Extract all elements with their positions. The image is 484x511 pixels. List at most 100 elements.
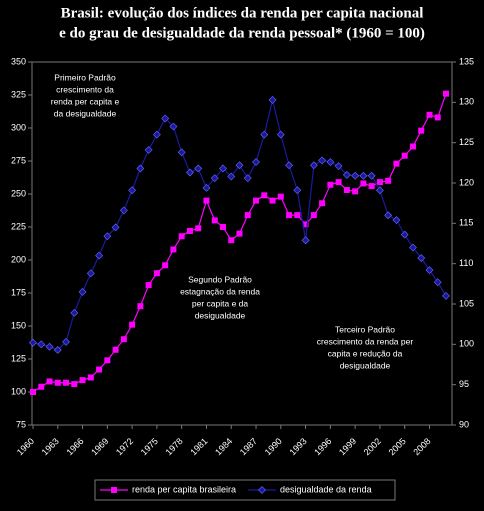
- point: [37, 340, 46, 349]
- point: [244, 212, 251, 219]
- point: [252, 158, 260, 166]
- y-tick-label: 200: [11, 254, 26, 264]
- point: [367, 171, 376, 180]
- point: [103, 232, 112, 241]
- point: [301, 236, 310, 245]
- annotation: desigualdade: [340, 360, 391, 370]
- point: [161, 114, 170, 123]
- plot-frame: [31, 61, 453, 426]
- point: [352, 188, 359, 195]
- point: [327, 181, 334, 188]
- point: [170, 246, 177, 253]
- point: [310, 212, 317, 219]
- point: [236, 230, 243, 237]
- point: [434, 114, 441, 121]
- point: [46, 378, 53, 385]
- y-tick-label: 75: [16, 419, 26, 429]
- point: [194, 164, 203, 173]
- point: [409, 243, 417, 252]
- point: [95, 251, 104, 260]
- annotation: Terceiro Padrão: [335, 324, 395, 334]
- annotation: estagnação da renda: [180, 286, 260, 296]
- point: [128, 186, 137, 195]
- point: [302, 221, 309, 228]
- point: [334, 162, 343, 170]
- point: [269, 197, 276, 204]
- annotation: crescimento da renda per: [317, 336, 414, 346]
- y-tick-label: 150: [11, 320, 26, 330]
- annotation: desigualdade: [195, 310, 246, 320]
- point: [112, 346, 119, 353]
- annotation: Segundo Padrão: [188, 274, 252, 284]
- point: [136, 164, 145, 173]
- point: [442, 292, 450, 300]
- chart-title: Brasil: evolução dos índices da renda pe…: [61, 5, 424, 21]
- point: [219, 164, 227, 173]
- point: [293, 186, 302, 195]
- point: [243, 174, 252, 183]
- point: [87, 374, 94, 381]
- point: [360, 180, 367, 187]
- y-tick-label: 225: [11, 221, 26, 231]
- point: [376, 179, 383, 186]
- point: [309, 161, 318, 170]
- point: [62, 337, 70, 346]
- point: [54, 379, 61, 386]
- point: [319, 200, 326, 207]
- point: [359, 171, 368, 180]
- y2-tick-label: 115: [459, 218, 473, 228]
- chart-title: e do grau de desigualdade da renda pesso…: [59, 25, 425, 41]
- point: [294, 212, 301, 219]
- point: [71, 381, 78, 388]
- y2-tick-label: 110: [459, 258, 473, 268]
- annotation: crescimento da: [56, 84, 114, 94]
- point: [393, 160, 400, 167]
- point: [210, 174, 219, 183]
- point: [228, 237, 235, 244]
- y-tick-label: 275: [11, 155, 26, 165]
- point: [326, 158, 335, 166]
- point: [409, 143, 416, 150]
- point: [129, 321, 136, 328]
- y2-tick-label: 100: [459, 339, 474, 349]
- point: [418, 127, 425, 134]
- point: [425, 266, 434, 275]
- legend-label: renda per capita brasileira: [132, 484, 236, 494]
- point: [227, 172, 236, 181]
- point: [29, 338, 37, 347]
- point: [219, 224, 226, 230]
- legend-box: [94, 479, 396, 501]
- y-tick-label: 325: [11, 89, 26, 99]
- point: [137, 303, 144, 310]
- point: [285, 161, 293, 170]
- point: [433, 278, 442, 287]
- point: [235, 161, 244, 170]
- y2-tick-label: 125: [459, 137, 474, 147]
- point: [384, 211, 393, 220]
- y2-tick-label: 105: [459, 298, 474, 308]
- point: [211, 217, 218, 224]
- point: [392, 216, 401, 225]
- point: [169, 122, 178, 131]
- annotation: per capita e da: [192, 298, 249, 308]
- point: [426, 111, 433, 118]
- point: [318, 156, 327, 165]
- point: [202, 183, 211, 192]
- point: [38, 383, 45, 390]
- point: [162, 262, 169, 269]
- annotation: renda per capita e: [51, 96, 120, 106]
- point: [335, 179, 342, 186]
- point: [30, 389, 36, 395]
- point: [203, 197, 210, 204]
- point: [104, 357, 111, 364]
- point: [119, 206, 128, 215]
- annotation: da desigualdade: [54, 108, 117, 118]
- point: [443, 90, 449, 97]
- point: [400, 230, 409, 239]
- y2-tick-label: 95: [459, 379, 469, 389]
- y2-tick-label: 135: [459, 56, 474, 66]
- legend-marker: [258, 486, 266, 494]
- point: [63, 379, 70, 386]
